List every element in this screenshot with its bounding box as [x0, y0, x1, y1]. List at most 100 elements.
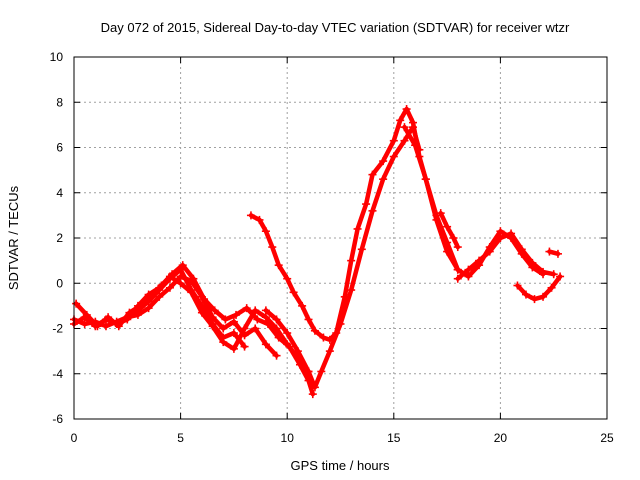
data-point: [464, 272, 473, 281]
data-point: [379, 175, 388, 184]
data-point: [264, 319, 273, 328]
data-point: [283, 329, 292, 338]
data-point: [325, 335, 334, 344]
data-point: [475, 256, 484, 265]
data-point: [197, 308, 206, 317]
data-point: [82, 310, 91, 319]
y-tick-label: 10: [50, 50, 64, 64]
data-point: [411, 141, 420, 150]
data-point: [101, 322, 110, 331]
x-tick-label: 0: [71, 431, 78, 445]
data-point: [144, 304, 153, 313]
data-point: [347, 256, 356, 265]
chart-title: Day 072 of 2015, Sidereal Day-to-day VTE…: [101, 20, 570, 35]
data-point: [187, 288, 196, 297]
data-point: [253, 315, 262, 324]
data-point: [272, 315, 281, 324]
data-point: [517, 245, 526, 254]
data-point: [368, 206, 377, 215]
data-point: [219, 324, 228, 333]
y-tick-label: 8: [56, 95, 63, 109]
y-tick-label: 0: [56, 276, 63, 290]
data-point: [464, 265, 473, 274]
data-point: [415, 152, 424, 161]
data-point: [443, 222, 452, 231]
data-point: [289, 288, 298, 297]
x-tick-label: 25: [600, 431, 614, 445]
data-point: [178, 261, 187, 270]
data-markers: [70, 105, 565, 399]
series-arc-5: [248, 106, 461, 343]
y-tick-label: -2: [52, 322, 63, 336]
data-point: [389, 136, 398, 145]
data-point: [200, 295, 209, 304]
data-point: [189, 274, 198, 283]
data-point: [528, 258, 537, 267]
data-point: [304, 315, 313, 324]
data-point: [261, 313, 270, 322]
data-point: [453, 274, 462, 283]
data-point: [443, 238, 452, 247]
x-tick-label: 10: [281, 431, 295, 445]
data-point: [272, 324, 281, 333]
data-point: [208, 322, 217, 331]
data-point: [221, 315, 230, 324]
data-point: [274, 333, 283, 342]
data-point: [210, 306, 219, 315]
data-point: [295, 360, 304, 369]
data-point: [521, 290, 530, 299]
data-point: [310, 383, 319, 392]
data-point: [261, 340, 270, 349]
data-point: [357, 245, 366, 254]
data-point: [208, 313, 217, 322]
data-point: [553, 249, 562, 258]
y-tick-label: 2: [56, 231, 63, 245]
data-point: [347, 286, 356, 295]
data-point: [319, 333, 328, 342]
data-point: [261, 227, 270, 236]
data-point: [325, 347, 334, 356]
data-point: [133, 310, 142, 319]
x-tick-labels: 0 5 10 15 20 25: [71, 431, 614, 445]
data-point: [453, 265, 462, 274]
data-point: [176, 279, 185, 288]
data-point: [396, 116, 405, 125]
y-tick-label: -6: [52, 412, 63, 426]
x-tick-label: 5: [177, 431, 184, 445]
data-point: [165, 283, 174, 292]
x-axis-label: GPS time / hours: [291, 458, 390, 473]
data-point: [229, 317, 238, 326]
data-point: [530, 295, 539, 304]
data-point: [112, 317, 121, 326]
data-point: [114, 322, 123, 331]
data-point: [268, 243, 277, 252]
data-point: [453, 243, 462, 252]
data-point: [283, 274, 292, 283]
grid: [74, 57, 607, 419]
y-axis-label: SDTVAR / TECUs: [6, 185, 21, 290]
data-point: [362, 200, 371, 209]
data-point: [304, 376, 313, 385]
data-point: [317, 367, 326, 376]
data-point: [336, 319, 345, 328]
data-point: [251, 324, 260, 333]
data-point: [123, 313, 132, 322]
data-point: [155, 292, 164, 301]
data-point: [556, 272, 565, 281]
data-point: [165, 272, 174, 281]
data-point: [389, 152, 398, 161]
data-point: [242, 304, 251, 313]
data-point: [133, 301, 142, 310]
data-point: [155, 283, 164, 292]
data-point: [80, 319, 89, 328]
data-point: [421, 175, 430, 184]
data-point: [246, 211, 255, 220]
data-point: [125, 308, 134, 317]
series-arc-8: [455, 231, 556, 281]
data-point: [539, 292, 548, 301]
data-point: [144, 290, 153, 299]
data-point: [176, 265, 185, 274]
data-point: [443, 247, 452, 256]
data-point: [436, 209, 445, 218]
data-point: [310, 326, 319, 335]
